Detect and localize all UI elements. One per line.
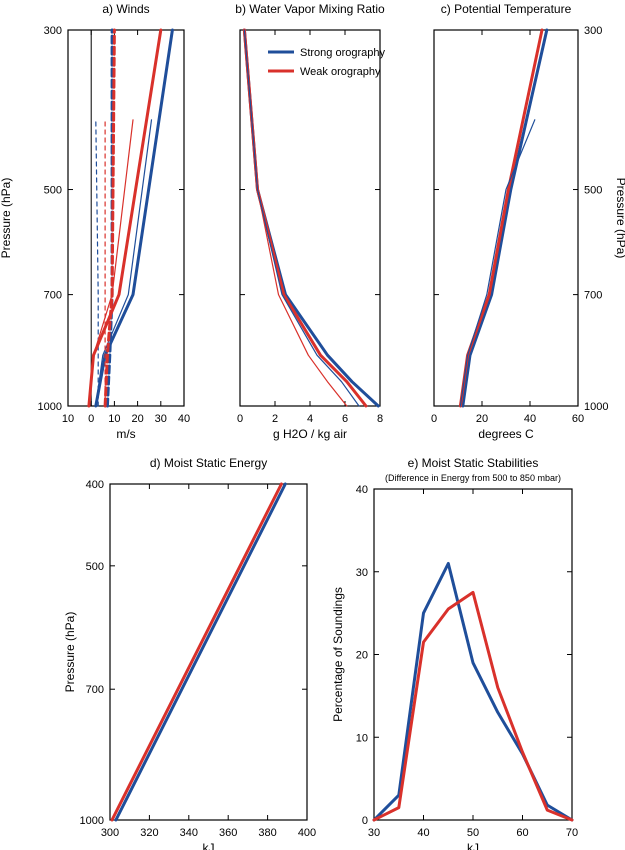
y-tick-label-c: 700 [584, 290, 602, 302]
plot-frame-a [67, 29, 185, 407]
legend-label-strong: Strong orography [300, 47, 385, 59]
x-tick-label-d: 360 [219, 827, 237, 839]
x-tick-label-a: 0 [88, 413, 94, 425]
x-tick-label-e: 70 [566, 827, 578, 839]
y-tick-label-e: 10 [356, 732, 368, 744]
y-tick-label-a: 500 [44, 185, 62, 197]
series-line-a-weak-thick [87, 28, 163, 408]
x-tick-label-b: 4 [307, 413, 313, 425]
x-tick-label-c: 60 [572, 413, 584, 425]
y-tick-label-a: 300 [44, 25, 62, 37]
x-tick-label-e: 60 [516, 827, 528, 839]
chart-title-a: a) Winds [102, 2, 149, 16]
x-tick-label-b: 6 [342, 413, 348, 425]
panel-water-vapor: b) Water Vapor Mixing Ratio 0 2 4 6 8 g H2O / … [235, 2, 385, 441]
panel-potential-temperature: c) Potential Temperature 0 20 40 60 300 500 700… [431, 2, 625, 441]
x-tick-label-b: 8 [377, 413, 383, 425]
y-axis-label-d: Pressure (hPa) [63, 612, 77, 693]
x-axis-label-e: kJ [467, 841, 479, 850]
x-tick-label-d: 340 [180, 827, 198, 839]
series-line-d-weak-thick [110, 482, 283, 822]
series-line-e-weak-thick [372, 590, 574, 822]
y-tick-label-d: 400 [86, 479, 104, 491]
x-tick-label-c: 0 [431, 413, 437, 425]
x-tick-label-b: 0 [237, 413, 243, 425]
x-tick-label-a: 10 [108, 413, 120, 425]
y-tick-label-d: 500 [86, 561, 104, 573]
plot-frame-b [239, 29, 381, 407]
series-line-c-strong-thick [461, 28, 549, 408]
chart-title-c: c) Potential Temperature [441, 2, 572, 16]
y-tick-label-d: 1000 [80, 815, 104, 827]
x-tick-label-d: 320 [140, 827, 158, 839]
x-tick-label-e: 50 [467, 827, 479, 839]
panel-moist-static-stabilities: e) Moist Static Stabilities (Difference i… [331, 456, 578, 850]
series-line-d-strong-thick [114, 482, 287, 822]
y-tick-label-e: 20 [356, 650, 368, 662]
panel-moist-static-energy: d) Moist Static Energy 300 320 340 360 380 400… [63, 456, 316, 850]
x-axis-label-d: kJ [203, 841, 215, 850]
chart-title-d: d) Moist Static Energy [150, 456, 267, 470]
x-tick-label-a: 10 [62, 413, 74, 425]
y-tick-label-a: 700 [44, 290, 62, 302]
y-axis-label-c: Pressure (hPa) [614, 178, 625, 259]
x-tick-label-a: 20 [131, 413, 143, 425]
y-tick-label-e: 30 [356, 567, 368, 579]
x-tick-label-a: 30 [155, 413, 167, 425]
series-line-a-weak-dash-thick [103, 28, 116, 408]
x-axis-label-a: m/s [116, 427, 135, 441]
x-tick-label-b: 2 [272, 413, 278, 425]
plot-frame-c [433, 29, 579, 407]
series-line-a-strong-thick [94, 28, 174, 408]
series-line-a-strong-thin [95, 119, 153, 407]
x-axis-label-b: g H2O / kg air [273, 427, 347, 441]
x-tick-label-e: 30 [368, 827, 380, 839]
legend-label-weak: Weak orography [300, 66, 381, 78]
y-axis-label-e: Percentage of Soundings [331, 587, 345, 722]
y-tick-label-c: 1000 [584, 401, 608, 413]
chart-subtitle-e: (Difference in Energy from 500 to 850 mb… [385, 473, 561, 483]
y-tick-label-c: 500 [584, 185, 602, 197]
chart-title-e: e) Moist Static Stabilities [408, 456, 539, 470]
series-line-b-strong-thin [243, 29, 360, 407]
chart-title-b: b) Water Vapor Mixing Ratio [235, 2, 385, 16]
series-line-a-strong-dash-thin [95, 119, 99, 407]
series-line-b-weak-thin [243, 29, 348, 407]
y-tick-label-e: 40 [356, 484, 368, 496]
y-tick-label-e: 0 [362, 815, 368, 827]
x-axis-label-c: degrees C [478, 427, 534, 441]
x-tick-label-d: 300 [101, 827, 119, 839]
series-line-c-strong-thin [459, 119, 536, 407]
plot-frame-d [109, 483, 308, 821]
x-tick-label-d: 380 [258, 827, 276, 839]
y-tick-label-c: 300 [584, 25, 602, 37]
x-tick-label-a: 40 [178, 413, 190, 425]
y-tick-label-d: 700 [86, 684, 104, 696]
x-tick-label-d: 400 [298, 827, 316, 839]
x-tick-label-c: 20 [476, 413, 488, 425]
panel-winds: a) Winds 10 0 10 20 30 40 300 500 700 1000 m/s Press… [0, 2, 190, 441]
x-tick-label-e: 40 [417, 827, 429, 839]
x-tick-label-c: 40 [524, 413, 536, 425]
series-line-a-weak-thin [88, 119, 134, 407]
y-axis-label-a: Pressure (hPa) [0, 178, 13, 259]
y-tick-label-a: 1000 [38, 401, 62, 413]
